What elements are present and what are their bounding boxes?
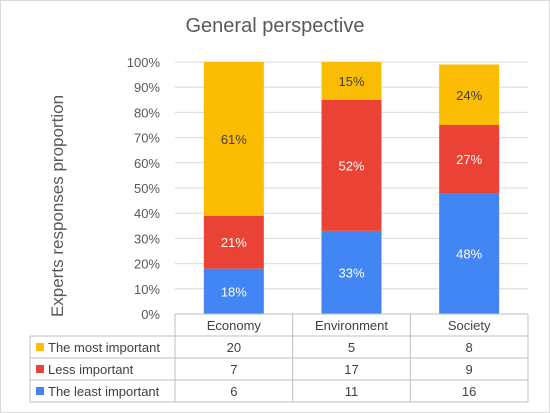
legend-label: Less important bbox=[48, 362, 134, 377]
table-cell: 16 bbox=[462, 384, 476, 399]
bar-segment bbox=[439, 64, 500, 125]
legend-label: The most important bbox=[48, 340, 160, 355]
legend-swatch bbox=[36, 387, 44, 395]
legend-swatch bbox=[36, 343, 44, 351]
bar-segment bbox=[203, 215, 264, 269]
y-tick-label: 60% bbox=[134, 156, 160, 171]
data-label: 52% bbox=[338, 158, 364, 173]
bar-segment bbox=[321, 62, 382, 100]
data-label: 21% bbox=[221, 235, 247, 250]
data-label: 24% bbox=[456, 88, 482, 103]
table-cell: 17 bbox=[344, 362, 358, 377]
category-label: Society bbox=[448, 318, 491, 333]
bar-segment bbox=[439, 193, 500, 314]
table-cell: 7 bbox=[230, 362, 237, 377]
bar-segment bbox=[321, 230, 382, 314]
y-tick-label: 70% bbox=[134, 131, 160, 146]
legend-swatch bbox=[36, 365, 44, 373]
y-tick-label: 80% bbox=[134, 105, 160, 120]
category-label: Economy bbox=[207, 318, 262, 333]
y-tick-label: 90% bbox=[134, 80, 160, 95]
legend-label: The least important bbox=[48, 384, 160, 399]
y-tick-label: 30% bbox=[134, 231, 160, 246]
table-cell: 5 bbox=[348, 340, 355, 355]
table-cell: 11 bbox=[345, 384, 359, 399]
table-cell: 8 bbox=[466, 340, 473, 355]
data-label: 15% bbox=[338, 74, 364, 89]
table-cell: 20 bbox=[227, 340, 241, 355]
bar-segment bbox=[321, 99, 382, 231]
y-tick-label: 20% bbox=[134, 257, 160, 272]
data-label: 33% bbox=[338, 265, 364, 280]
bar-segment bbox=[203, 268, 264, 314]
table-cell: 6 bbox=[230, 384, 237, 399]
data-label: 61% bbox=[221, 132, 247, 147]
data-label: 18% bbox=[221, 284, 247, 299]
table-cell: 9 bbox=[466, 362, 473, 377]
y-tick-label: 50% bbox=[134, 181, 160, 196]
data-label: 48% bbox=[456, 247, 482, 262]
category-label: Environment bbox=[315, 318, 388, 333]
y-tick-label: 10% bbox=[134, 282, 160, 297]
y-tick-label: 0% bbox=[141, 307, 160, 322]
y-tick-label: 40% bbox=[134, 206, 160, 221]
bar-segment bbox=[203, 62, 264, 216]
bar-segment bbox=[439, 125, 500, 194]
chart-title: General perspective bbox=[185, 15, 365, 37]
y-tick-label: 100% bbox=[127, 55, 161, 70]
data-label: 27% bbox=[456, 152, 482, 167]
